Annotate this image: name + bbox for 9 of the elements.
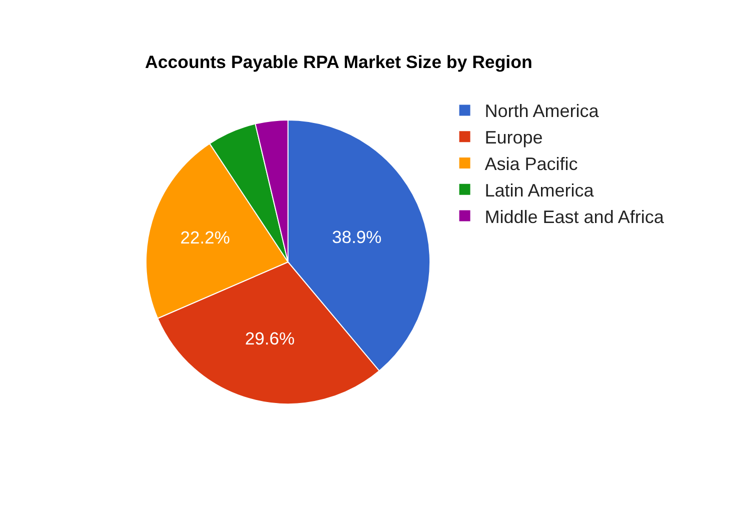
legend-label: Asia Pacific: [484, 154, 578, 174]
chart-title: Accounts Payable RPA Market Size by Region: [145, 52, 532, 72]
data-label: 38.9%: [332, 226, 382, 247]
legend-label: North America: [484, 101, 600, 122]
legend-label: Middle East and Africa: [484, 206, 665, 227]
legend-label: Europe: [484, 128, 543, 148]
legend-label: Latin America: [484, 180, 595, 200]
data-label: 29.6%: [245, 328, 295, 349]
data-label: 22.2%: [180, 227, 230, 248]
